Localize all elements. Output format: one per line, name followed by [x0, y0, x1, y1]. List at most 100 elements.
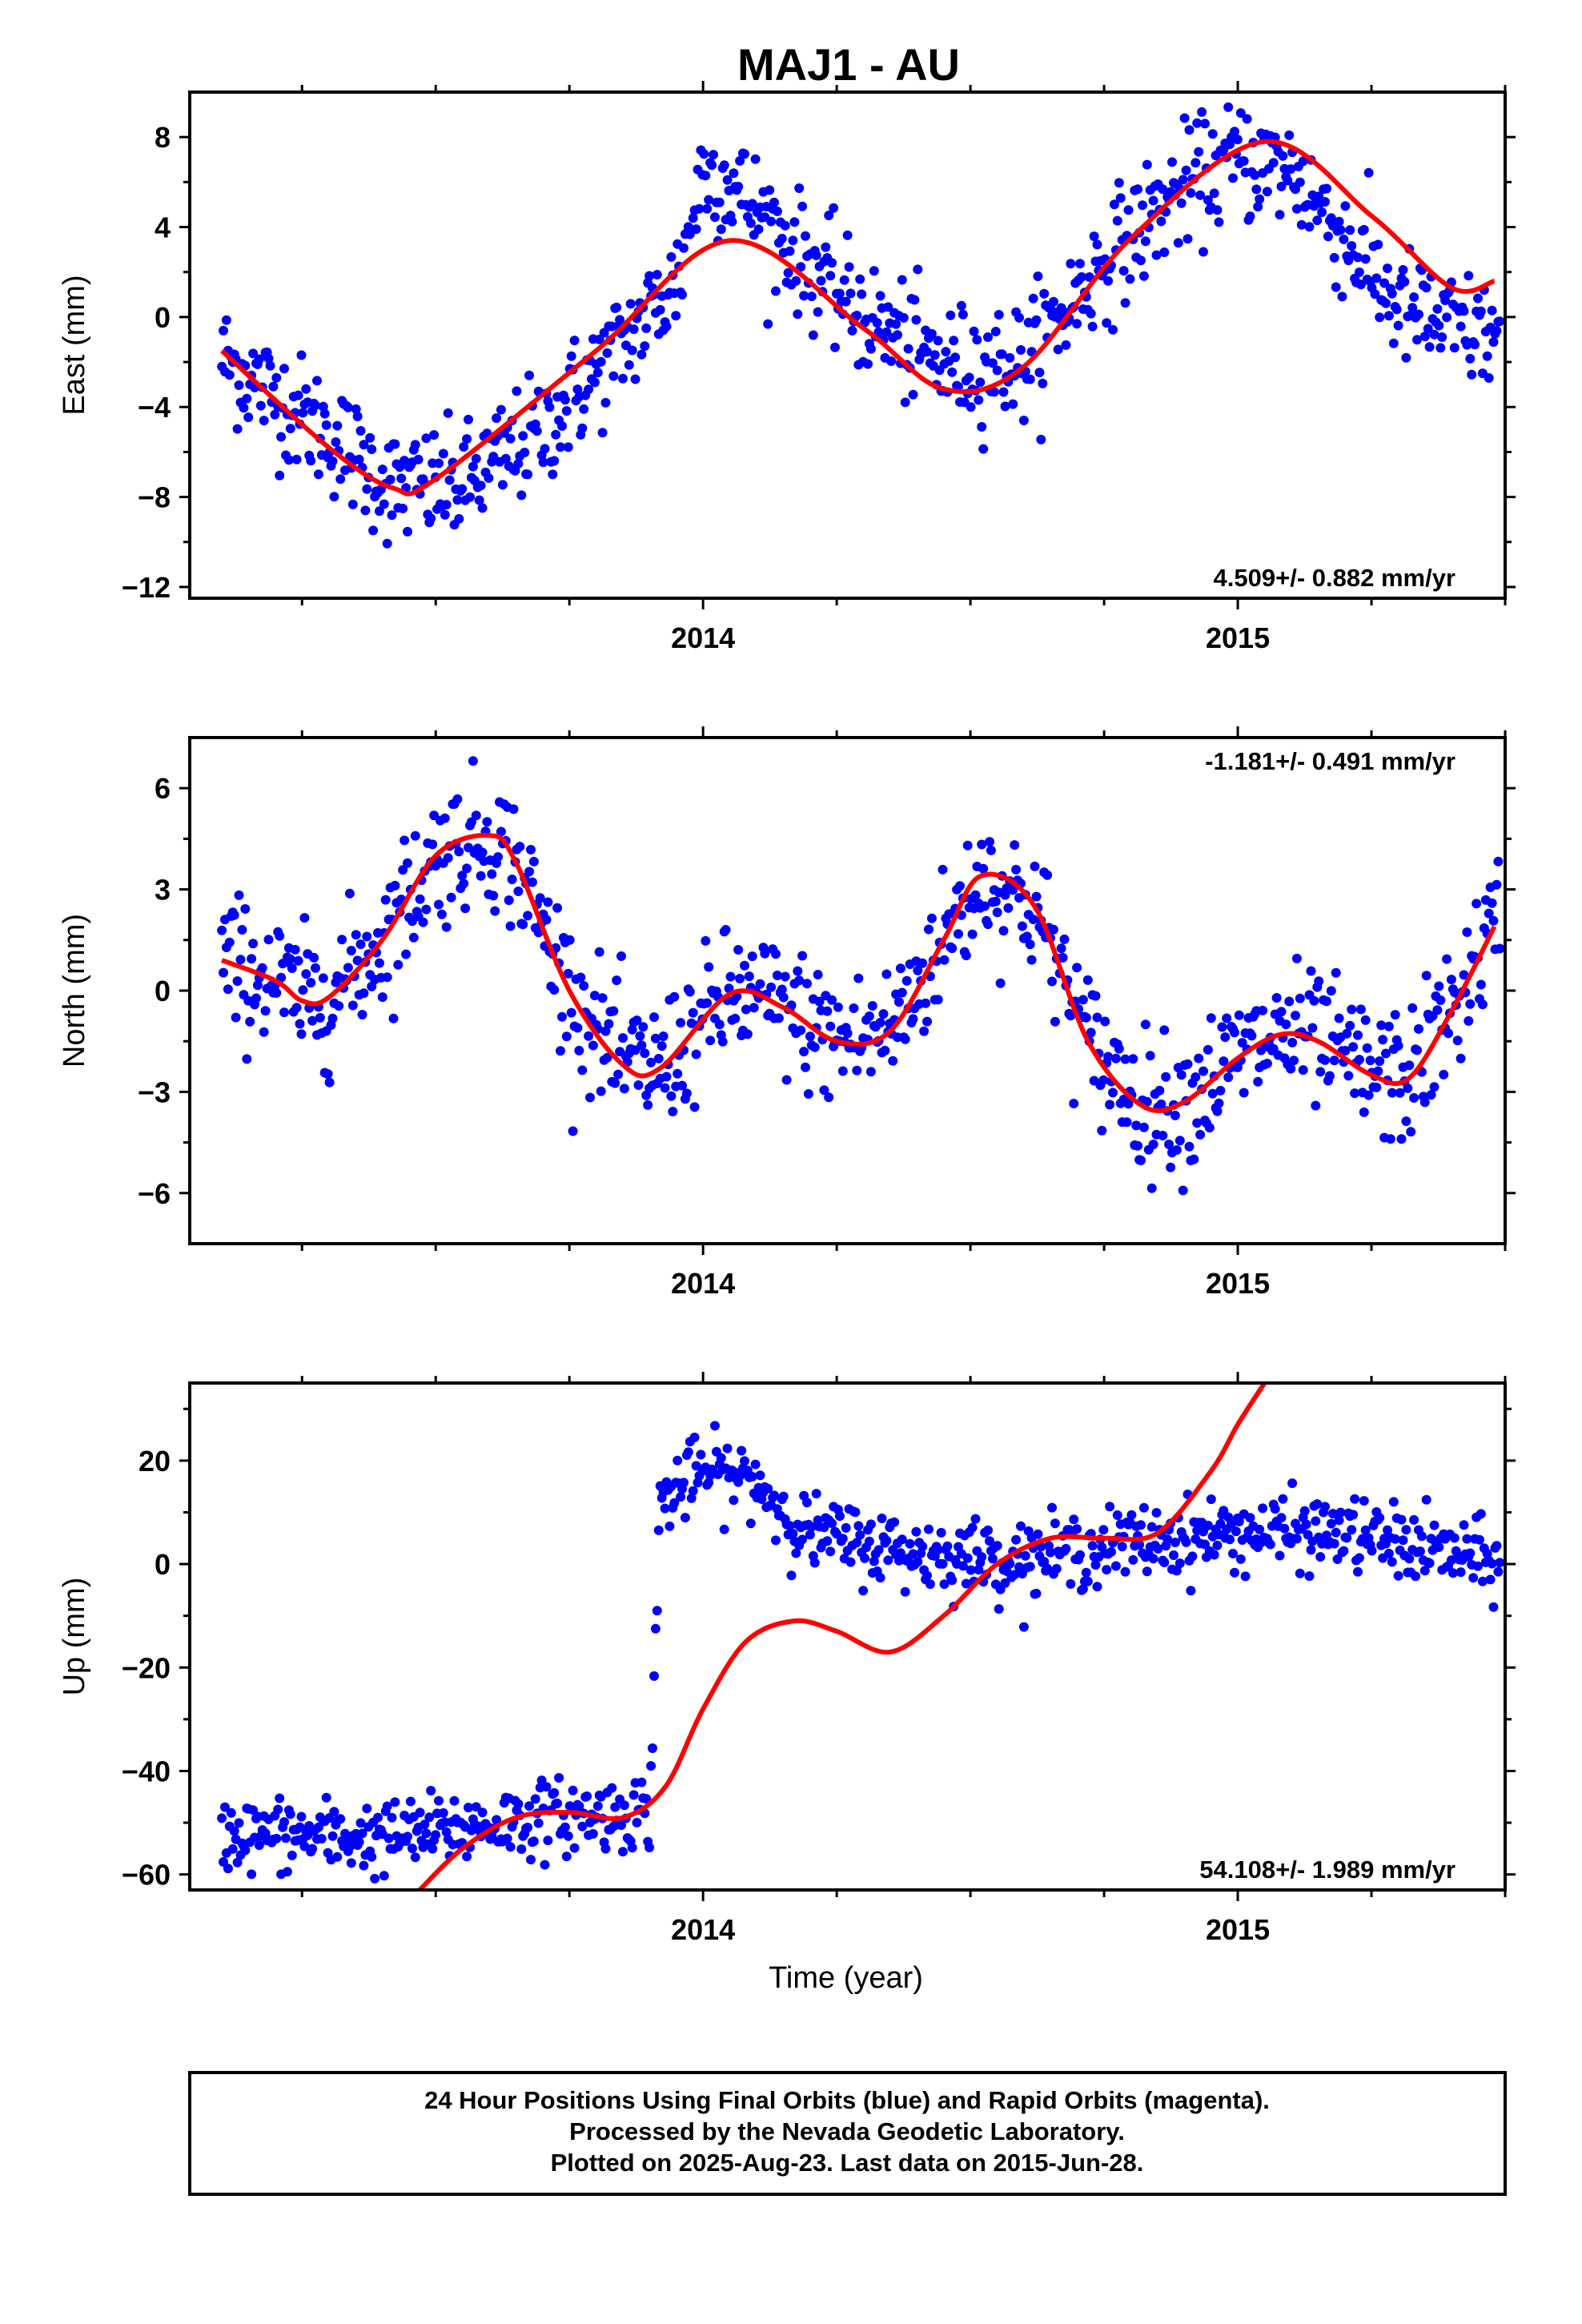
- east-point: [1245, 211, 1255, 222]
- east-point: [1223, 102, 1234, 112]
- up-point: [1388, 1497, 1399, 1507]
- up-point: [1011, 1534, 1022, 1545]
- east-point: [793, 309, 803, 320]
- east-point: [978, 444, 989, 454]
- east-point: [452, 495, 463, 505]
- north-point: [1090, 991, 1101, 1001]
- east-point: [666, 251, 677, 262]
- north-point: [714, 1019, 725, 1030]
- north-point: [1072, 963, 1082, 973]
- east-point: [600, 397, 611, 408]
- east-point: [1434, 320, 1444, 331]
- east-point: [254, 354, 264, 364]
- up-point: [403, 1831, 412, 1842]
- north-point: [248, 939, 259, 949]
- east-point: [1391, 304, 1402, 315]
- east-point: [474, 495, 484, 505]
- up-point: [938, 1558, 948, 1569]
- east-point: [410, 440, 420, 450]
- east-point: [429, 430, 440, 440]
- east-point: [579, 404, 589, 414]
- north-point: [1171, 1145, 1182, 1155]
- north-point: [913, 965, 923, 975]
- east-point: [930, 350, 940, 360]
- north-point: [721, 925, 731, 935]
- east-point: [1363, 167, 1374, 178]
- north-point: [755, 979, 765, 989]
- north-point: [1081, 1012, 1091, 1023]
- east-point: [765, 185, 775, 195]
- east-point: [520, 448, 530, 457]
- up-point: [1419, 1566, 1430, 1576]
- up-point: [992, 1541, 1002, 1551]
- east-point: [1239, 156, 1249, 167]
- east-point: [796, 262, 806, 272]
- north-point: [443, 853, 453, 863]
- north-point: [1028, 915, 1038, 924]
- east-point: [618, 373, 628, 384]
- east-point: [771, 286, 781, 296]
- up-point: [1170, 1538, 1180, 1547]
- east-ytick-label: 8: [155, 121, 171, 154]
- east-point: [360, 505, 371, 516]
- north-point: [549, 985, 560, 995]
- north-point: [1350, 1088, 1360, 1099]
- up-point: [1061, 1543, 1071, 1554]
- north-point: [1414, 1023, 1423, 1034]
- north-point: [1017, 921, 1027, 931]
- east-ytick-label: −8: [138, 481, 171, 514]
- east-point: [301, 384, 311, 394]
- north-point: [676, 1018, 686, 1028]
- north-point: [733, 945, 744, 955]
- up-point: [1342, 1533, 1352, 1543]
- north-point: [919, 1026, 930, 1036]
- north-point: [1324, 1071, 1335, 1081]
- up-point: [1279, 1523, 1290, 1534]
- east-point: [900, 397, 910, 408]
- up-point: [1334, 1515, 1344, 1526]
- east-point: [1421, 283, 1431, 293]
- up-point: [665, 1521, 675, 1531]
- north-point: [1376, 1020, 1387, 1031]
- east-point: [1339, 234, 1349, 244]
- east-point: [789, 217, 800, 227]
- north-point: [293, 955, 303, 966]
- north-point: [334, 1001, 344, 1011]
- up-point: [1042, 1563, 1053, 1574]
- east-point: [1353, 252, 1363, 263]
- east-point: [232, 424, 243, 434]
- up-point: [1082, 1576, 1093, 1586]
- north-point: [1161, 1072, 1171, 1082]
- up-point: [271, 1833, 282, 1844]
- up-point: [1311, 1516, 1321, 1526]
- east-point: [488, 452, 499, 462]
- north-point: [618, 1033, 628, 1043]
- north-point: [772, 971, 782, 980]
- up-point: [379, 1871, 389, 1881]
- east-point: [459, 442, 469, 452]
- north-point: [347, 1000, 358, 1011]
- north-point: [1146, 1183, 1157, 1193]
- up-point: [1110, 1561, 1121, 1571]
- up-point: [1350, 1494, 1360, 1504]
- north-point: [493, 852, 503, 862]
- east-point: [319, 408, 330, 419]
- north-point: [688, 1007, 698, 1018]
- east-point: [747, 199, 757, 209]
- up-point: [845, 1557, 856, 1567]
- north-point: [1203, 1044, 1213, 1055]
- east-point: [908, 389, 918, 400]
- north-point: [309, 952, 319, 963]
- up-point: [763, 1483, 773, 1494]
- north-point: [888, 1055, 898, 1066]
- east-ytick-label: 0: [155, 301, 171, 334]
- east-point: [1399, 276, 1410, 287]
- east-point: [374, 506, 384, 517]
- north-point: [1220, 1032, 1231, 1043]
- north-point: [224, 937, 235, 947]
- north-point: [640, 1048, 650, 1059]
- east-point: [1061, 340, 1071, 350]
- east-point: [1323, 231, 1333, 242]
- north-point: [566, 1007, 576, 1018]
- up-point: [434, 1795, 444, 1806]
